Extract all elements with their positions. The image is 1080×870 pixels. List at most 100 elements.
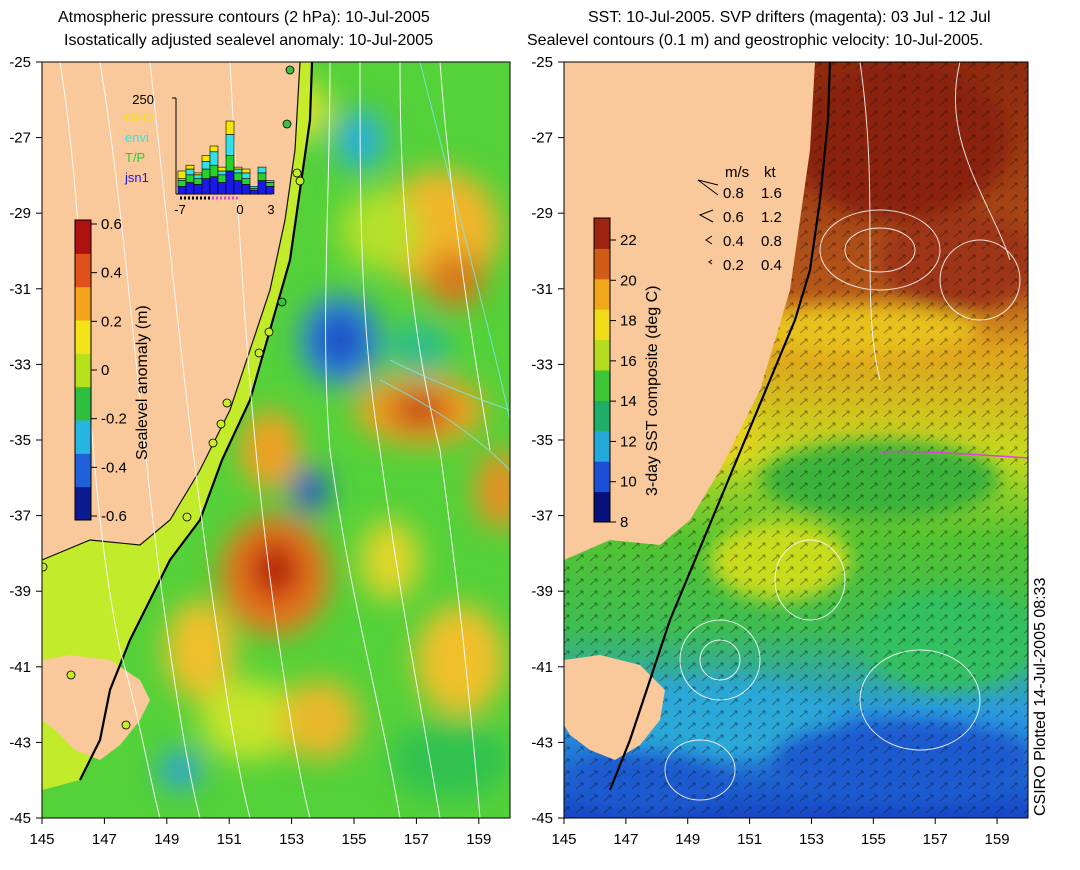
colorbar-tick-label: 20 (620, 272, 637, 289)
histogram-bar-segment (241, 184, 251, 195)
left-lon-tick-label: 145 (29, 831, 54, 848)
left-lon-tick-label: 151 (217, 831, 242, 848)
velocity-kt-value: 1.6 (761, 185, 782, 202)
right-lon-tick-label: 155 (861, 831, 886, 848)
histogram-bar-segment (257, 166, 267, 174)
histogram-bar-segment (249, 189, 259, 195)
left-title-line1: Atmospheric pressure contours (2 hPa): 1… (58, 9, 430, 26)
histogram-bar-segment (225, 155, 235, 172)
velocity-header-ms: m/s (725, 164, 750, 181)
colorbar-tick-label: 0.6 (101, 216, 122, 233)
right-lat-tick-label: -29 (531, 205, 553, 222)
sst-colorbar: 22 20 18 16 14 12 10 8 (593, 217, 637, 531)
left-lat-tick-label: -29 (9, 205, 31, 222)
histogram-bar-segment (241, 172, 251, 179)
histogram-bar-segment (185, 182, 195, 195)
colorbar-segment (594, 309, 610, 341)
right-lon-tick-label: 157 (923, 831, 948, 848)
colorbar-segment (75, 286, 91, 321)
colorbar-segment (75, 453, 91, 488)
right-lon-tick-label: 145 (551, 831, 576, 848)
histogram-bar-segment (201, 178, 211, 195)
histogram-bar-segment (209, 176, 219, 195)
svp-drifter-track (879, 450, 1028, 459)
histogram-bar-segment (201, 155, 211, 162)
colorbar-segment (594, 339, 610, 371)
left-lon-tick-label: 147 (92, 831, 117, 848)
velocity-kt-value: 0.8 (761, 233, 782, 250)
left-title-line2: Isostatically adjusted sealevel anomaly:… (64, 32, 434, 49)
right-title-line2: Sealevel contours (0.1 m) and geostrophi… (527, 32, 984, 49)
histogram-bar-segment (225, 134, 235, 156)
histogram-bar-segment (177, 170, 187, 179)
histogram-max-label: 250 (132, 92, 154, 107)
velocity-ms-value: 0.6 (723, 209, 744, 226)
colorbar-segment (75, 253, 91, 288)
left-lon-tick-label: 157 (404, 831, 429, 848)
left-shelf-contour (79, 62, 314, 781)
colorbar-tick-label: 18 (620, 313, 637, 330)
velocity-ms-value: 0.8 (723, 185, 744, 202)
velocity-kt-value: 1.2 (761, 209, 782, 226)
right-lat-tick-label: -41 (531, 659, 553, 676)
right-lat-tick-label: -37 (531, 508, 553, 525)
histogram-x-tick: 3 (267, 202, 274, 217)
left-lon-tick-label: 149 (154, 831, 179, 848)
colorbar-segment (594, 218, 610, 249)
histogram-bar-segment (217, 182, 227, 195)
histogram-bar-segment (233, 180, 243, 195)
colorbar-tick-label: 16 (620, 353, 637, 370)
sealevel-colorbar: 0.6 0.4 0.2 0 -0.2 -0.4 -0.6 (74, 216, 127, 525)
colorbar-segment (594, 491, 610, 523)
histogram-bar-segment (177, 186, 187, 195)
colorbar-tick-label: 14 (620, 393, 637, 410)
tide-gauges (42, 65, 305, 730)
histogram-x-tick: -7 (174, 202, 186, 217)
right-land-tasmania (564, 655, 665, 760)
velocity-header-kt: kt (764, 164, 776, 181)
right-map (564, 62, 1028, 818)
colorbar-tick-label: 0 (101, 362, 109, 379)
left-lat-tick-label: -33 (9, 356, 31, 373)
right-lon-tick-label: 153 (799, 831, 824, 848)
left-lon-tick-label: 153 (279, 831, 304, 848)
pressure-contours (59, 62, 491, 818)
colorbar-segment (75, 486, 91, 521)
colorbar-segment (594, 278, 610, 310)
left-lat-tick-label: -25 (9, 54, 31, 71)
histogram-bar-segment (257, 180, 267, 195)
right-lon-tick-label: 159 (985, 831, 1010, 848)
histogram-bar-segment (193, 172, 203, 176)
right-lat-tick-label: -43 (531, 734, 553, 751)
colorbar-segment (75, 320, 91, 354)
colorbar-tick-label: 22 (620, 232, 637, 249)
histogram-x-tick: 0 (236, 202, 243, 217)
histogram-bar-segment (185, 174, 195, 183)
right-lat-tick-label: -31 (531, 281, 553, 298)
colorbar-tick-label: -0.4 (101, 459, 127, 476)
histogram-bar-segment (217, 166, 227, 172)
colorbar-segment (594, 370, 610, 401)
right-lon-tick-label: 149 (675, 831, 700, 848)
colorbar-segment (75, 220, 91, 254)
colorbar-segment (75, 420, 91, 454)
sst-colorbar-label: 3-day SST composite (deg C) (644, 285, 661, 496)
colorbar-tick-label: -0.6 (101, 508, 127, 525)
histogram-bar-segment (193, 184, 203, 195)
histogram-legend-gfo: GFO (125, 110, 153, 125)
velocity-ms-value: 0.4 (723, 233, 744, 250)
left-lat-tick-label: -27 (9, 130, 31, 147)
left-lat-tick-label: -41 (9, 659, 31, 676)
colorbar-tick-label: 0.2 (101, 313, 122, 330)
axis-ticks: -25 -25 -27 -27 -29 -29 -31 -31 -33 -33 -35 -35 -37 -… (9, 54, 1009, 848)
left-lat-tick-label: -39 (9, 583, 31, 600)
right-lat-tick-label: -39 (531, 583, 553, 600)
colorbar-segment (75, 353, 91, 388)
right-lon-tick-label: 151 (737, 831, 762, 848)
histogram-bar-segment (209, 164, 219, 178)
histogram-bar-segment (217, 170, 227, 176)
plot-credit: CSIRO Plotted 14-Jul-2005 08:33 (1032, 577, 1049, 816)
histogram-bar-segment (193, 178, 203, 185)
velocity-kt-value: 0.4 (761, 257, 782, 274)
histogram-bar-segment (193, 174, 203, 179)
